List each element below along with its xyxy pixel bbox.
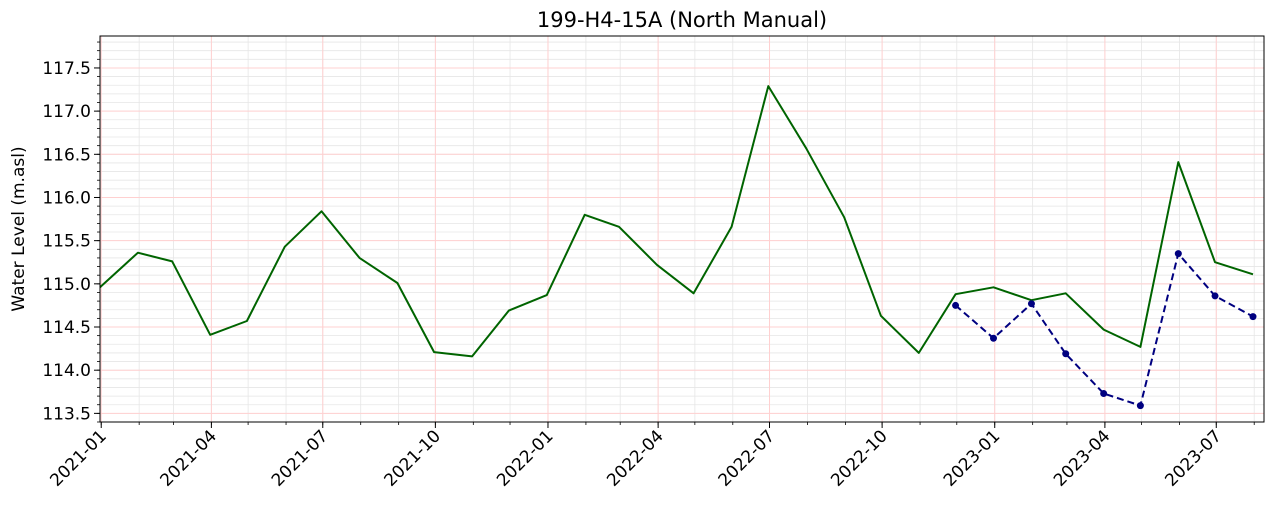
y-tick-label: 115.0 xyxy=(42,275,91,295)
y-tick-label: 116.5 xyxy=(42,145,91,165)
y-tick-label: 116.0 xyxy=(42,188,91,208)
chart-title: 199-H4-15A (North Manual) xyxy=(537,8,827,32)
data-point xyxy=(1174,250,1182,258)
series-line xyxy=(954,252,1254,407)
series-layer xyxy=(99,85,1257,410)
data-point xyxy=(952,301,960,309)
data-point xyxy=(1062,350,1070,358)
data-point xyxy=(1027,300,1035,308)
series-line xyxy=(99,85,1254,358)
plot-frame xyxy=(99,35,1265,423)
y-tick-label: 117.0 xyxy=(42,102,91,122)
y-axis-label: Water Level (m.asl) xyxy=(9,146,29,311)
y-tick-label: 113.5 xyxy=(42,404,91,424)
data-point xyxy=(990,334,998,342)
data-point xyxy=(1249,313,1257,321)
y-tick-label: 114.5 xyxy=(42,318,91,338)
data-point xyxy=(1136,402,1144,410)
y-tick-label: 115.5 xyxy=(42,232,91,252)
y-tick-label: 117.5 xyxy=(42,59,91,79)
data-point xyxy=(1211,292,1219,300)
y-tick-label: 114.0 xyxy=(42,361,91,381)
data-point xyxy=(1100,390,1108,398)
